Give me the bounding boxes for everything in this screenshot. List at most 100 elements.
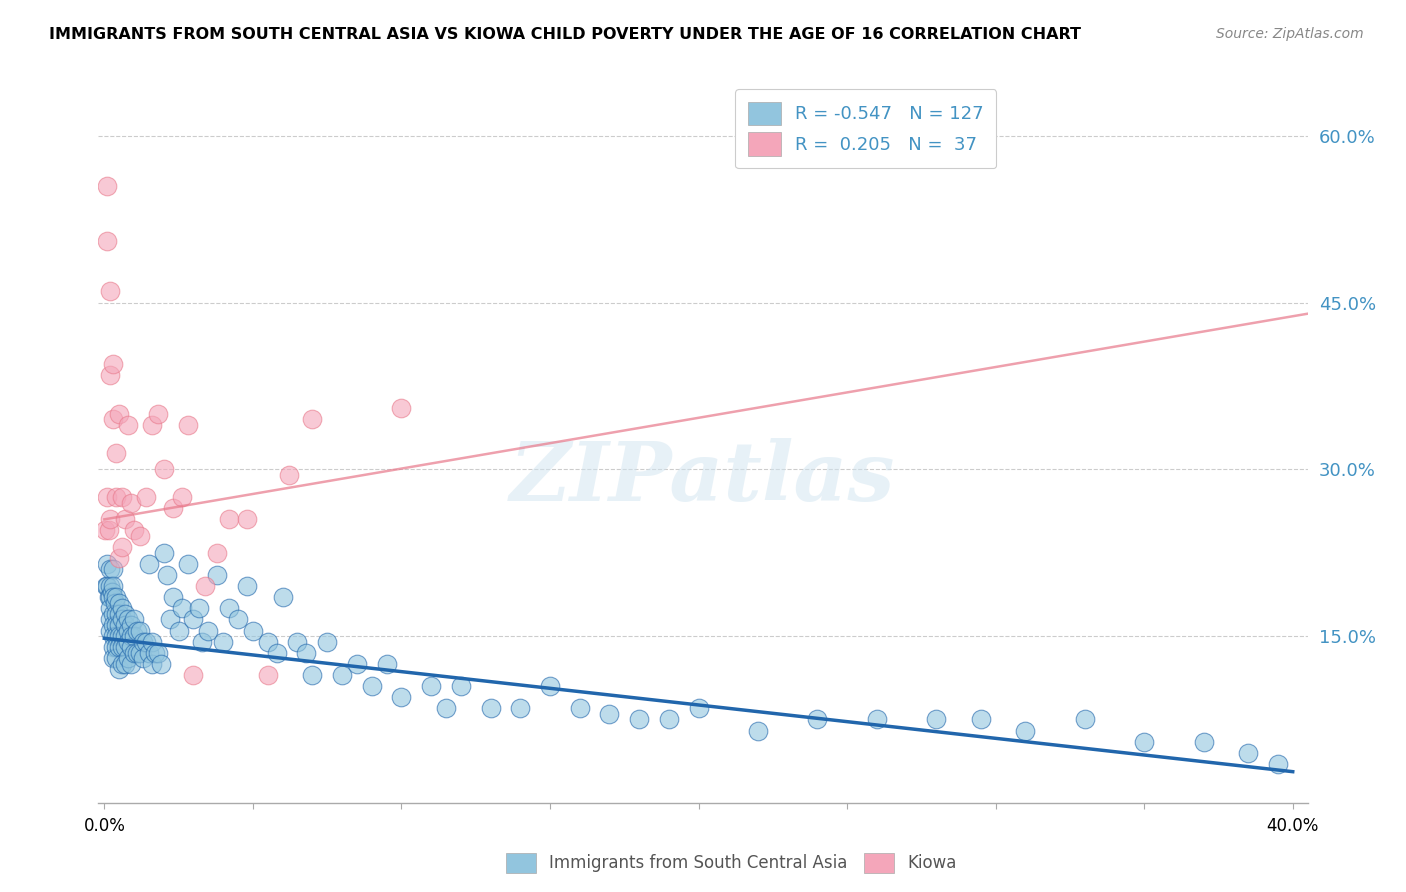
Point [108,618,131,632]
Point [236,579,259,593]
Point [98,601,121,615]
Point [218,512,240,526]
Point [103,618,125,632]
Point [747,723,769,738]
Point [287,634,309,648]
Point [141,634,163,648]
Point [1133,734,1156,748]
Point [103,357,125,371]
Point [146,646,169,660]
Point [122,612,145,626]
Point [1267,756,1289,771]
Point [162,501,184,516]
Point [143,646,166,660]
Point [152,462,174,476]
Point [866,713,889,727]
Point [105,640,128,655]
Point [111,640,134,655]
Point [96,178,118,193]
Point [103,607,125,621]
Point [97,590,120,604]
Point [162,590,184,604]
Point [346,657,368,671]
Point [330,668,353,682]
Point [479,701,502,715]
Text: ZIPatlas: ZIPatlas [510,438,896,517]
Point [96,235,118,249]
Point [271,590,294,604]
Point [111,657,134,671]
Legend: Immigrants from South Central Asia, Kiowa: Immigrants from South Central Asia, Kiow… [499,847,963,880]
Point [108,551,131,566]
Point [806,713,828,727]
Point [103,562,125,576]
Point [141,417,163,432]
Point [301,412,323,426]
Point [1192,734,1215,748]
Point [538,679,561,693]
Point [256,668,278,682]
Point [141,657,163,671]
Point [176,417,198,432]
Point [197,624,219,638]
Point [120,618,142,632]
Point [434,701,457,715]
Point [101,584,124,599]
Point [138,557,160,571]
Point [316,634,339,648]
Point [1237,746,1260,760]
Point [111,601,134,615]
Point [96,490,118,504]
Point [170,601,193,615]
Point [146,407,169,421]
Point [114,512,136,526]
Point [125,646,148,660]
Point [108,662,131,676]
Point [450,679,472,693]
Point [122,524,145,538]
Point [122,646,145,660]
Point [628,713,651,727]
Point [105,445,128,459]
Point [103,579,125,593]
Point [98,512,121,526]
Point [105,629,128,643]
Point [108,629,131,643]
Point [114,629,136,643]
Point [125,624,148,638]
Point [105,490,128,504]
Point [105,590,128,604]
Point [183,612,205,626]
Point [132,634,155,648]
Point [114,657,136,671]
Point [135,490,157,504]
Point [122,629,145,643]
Point [149,657,172,671]
Text: IMMIGRANTS FROM SOUTH CENTRAL ASIA VS KIOWA CHILD POVERTY UNDER THE AGE OF 16 CO: IMMIGRANTS FROM SOUTH CENTRAL ASIA VS KI… [49,27,1081,42]
Point [120,657,142,671]
Point [132,651,155,665]
Point [194,579,217,593]
Point [103,412,125,426]
Point [94,579,117,593]
Point [96,579,118,593]
Point [167,624,190,638]
Point [688,701,710,715]
Point [111,540,134,554]
Point [105,651,128,665]
Point [117,624,139,638]
Point [295,646,318,660]
Point [188,601,211,615]
Point [129,646,152,660]
Point [103,640,125,655]
Point [242,624,264,638]
Point [138,646,160,660]
Point [218,601,240,615]
Point [360,679,382,693]
Point [103,629,125,643]
Point [301,668,323,682]
Point [111,612,134,626]
Point [114,640,136,655]
Point [970,713,993,727]
Point [152,546,174,560]
